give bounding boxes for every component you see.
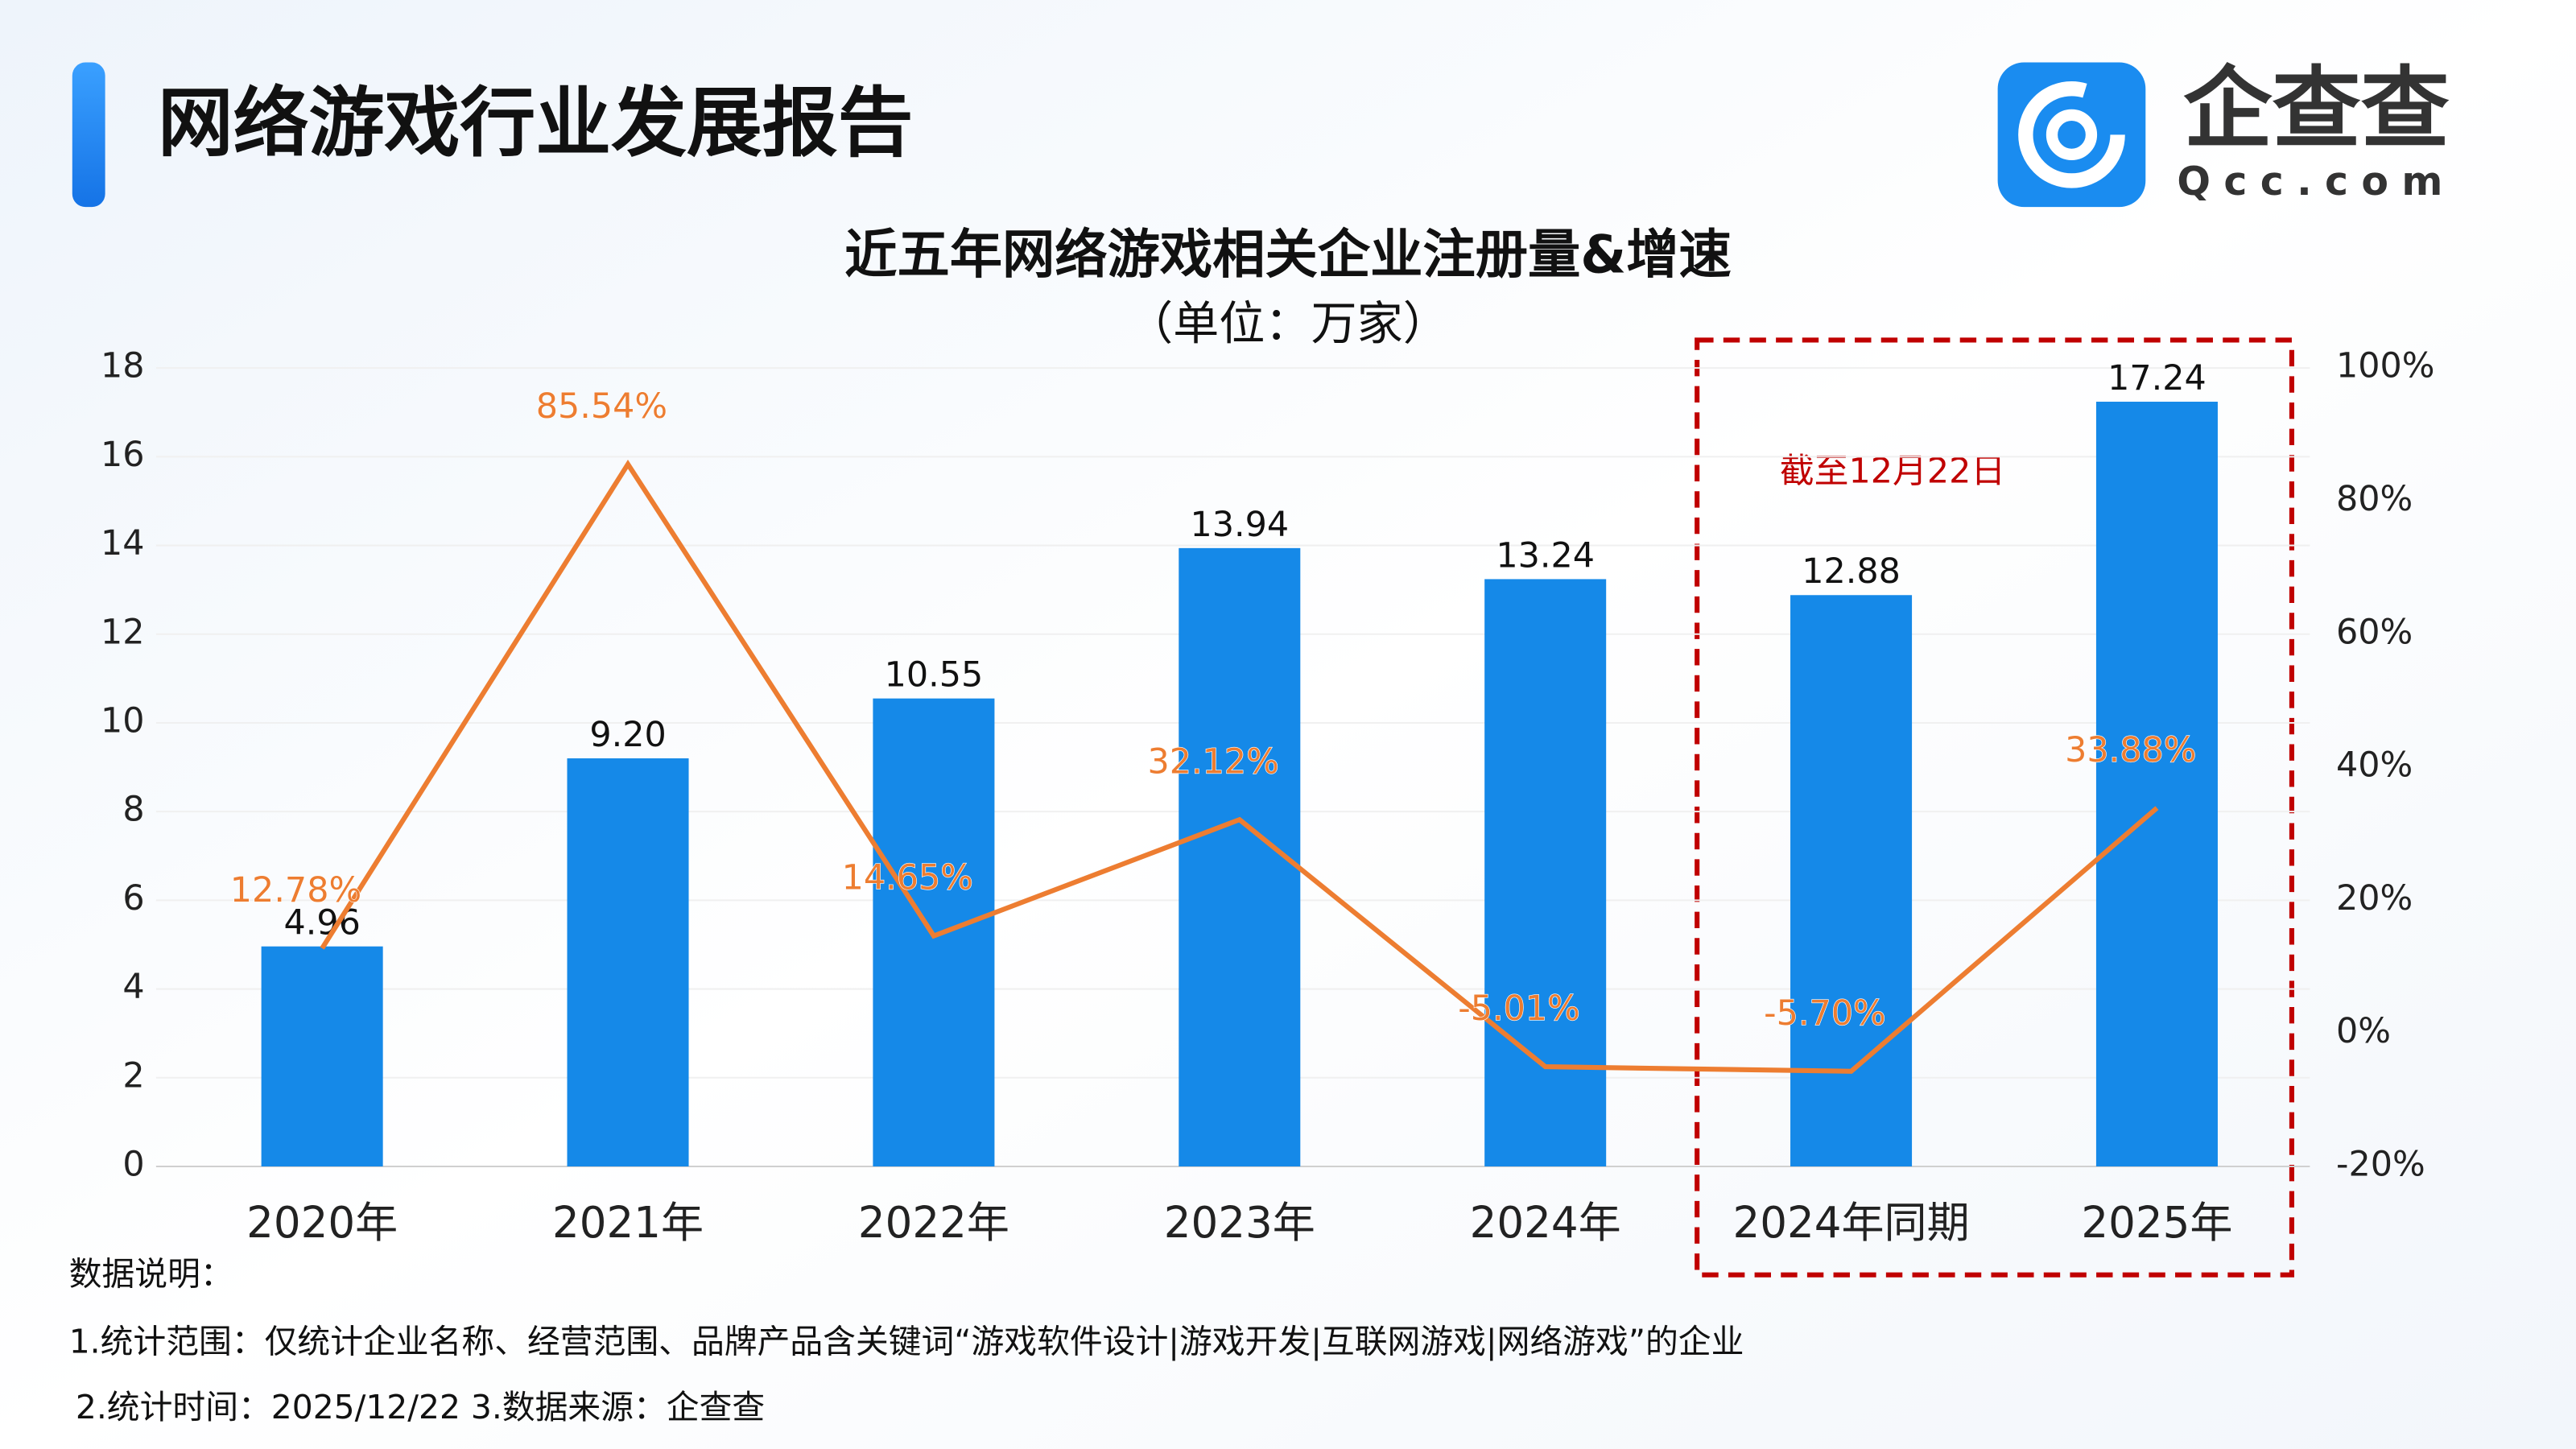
notes-heading: 数据说明： — [69, 1255, 233, 1294]
logo: 企查查 Qcc.com — [1997, 57, 2455, 208]
y-tick-label: 12 — [101, 612, 145, 652]
bar — [261, 946, 383, 1166]
y-tick-label: 6 — [122, 878, 144, 919]
x-tick-label: 2024年同期 — [1732, 1198, 1969, 1248]
bar-label: 13.94 — [1190, 505, 1289, 545]
bar — [1790, 595, 1913, 1166]
x-tick-label: 2023年 — [1164, 1198, 1315, 1248]
y-tick-label: 8 — [122, 790, 144, 830]
note-line: 1.统计范围：仅统计企业名称、经营范围、品牌产品含关键词“游戏软件设计|游戏开发… — [69, 1322, 1744, 1360]
bar-label: 12.88 — [1802, 551, 1901, 592]
logo-ring — [2018, 81, 2125, 188]
logo-name: 企查查 — [2183, 57, 2450, 160]
bar-label: 9.20 — [589, 715, 666, 755]
y2-tick-label: 0% — [2336, 1011, 2391, 1051]
y-tick-label: 14 — [101, 523, 145, 564]
y-tick-label: 4 — [122, 967, 144, 1007]
line-label: -5.01% — [1458, 989, 1580, 1029]
y-tick-label: 10 — [101, 700, 145, 741]
x-tick-label: 2025年 — [2081, 1198, 2232, 1248]
logo-domain: Qcc.com — [2177, 159, 2455, 204]
note-line: 2.统计时间：2025/12/22 3.数据来源：企查查 — [76, 1388, 765, 1426]
y2-tick-label: 80% — [2336, 479, 2413, 519]
bar — [1179, 547, 1301, 1166]
highlight-box — [1695, 337, 2294, 1278]
x-tick-label: 2022年 — [858, 1198, 1009, 1248]
line-label: 12.78% — [230, 870, 361, 910]
line — [320, 459, 2159, 1074]
x-tick-label: 2021年 — [552, 1198, 704, 1248]
bar-label: 17.24 — [2107, 358, 2207, 398]
title-accent — [72, 62, 105, 208]
bar — [567, 758, 689, 1166]
y-tick-label: 18 — [101, 346, 145, 386]
y2-tick-label: -20% — [2336, 1144, 2425, 1184]
y-tick-label: 16 — [101, 435, 145, 475]
bar — [2095, 402, 2218, 1166]
y-tick-label: 0 — [122, 1144, 144, 1184]
bar — [1484, 579, 1607, 1166]
logo-ring — [2046, 109, 2098, 160]
chart-subtitle: （单位：万家） — [1127, 298, 1449, 351]
y-tick-label: 2 — [122, 1055, 144, 1096]
page-title: 网络游戏行业发展报告 — [158, 80, 914, 167]
x-tick-label: 2020年 — [246, 1198, 398, 1248]
y2-tick-label: 20% — [2336, 878, 2413, 919]
chart-title: 近五年网络游戏相关企业注册量&增速 — [844, 224, 1732, 285]
plot: 0 2 4 6 8 10 12 14 16 18 -20% 0% 20% 40% 60% 80% 100% 202… — [101, 346, 2434, 1248]
annotation: 截至12月22日 — [1780, 451, 2005, 491]
line-label: 85.54% — [536, 386, 667, 427]
y2-tick-label: 100% — [2336, 346, 2435, 386]
x-tick-label: 2024年 — [1470, 1198, 1621, 1248]
y2-tick-label: 60% — [2336, 612, 2413, 652]
line-label: 14.65% — [842, 858, 973, 898]
y2-tick-label: 40% — [2336, 745, 2413, 786]
line-label: 33.88% — [2065, 730, 2196, 770]
bar-label: 10.55 — [885, 655, 984, 696]
bar-label: 13.24 — [1496, 535, 1595, 576]
line-label: -5.70% — [1764, 993, 1886, 1034]
line-label: 32.12% — [1147, 741, 1278, 782]
